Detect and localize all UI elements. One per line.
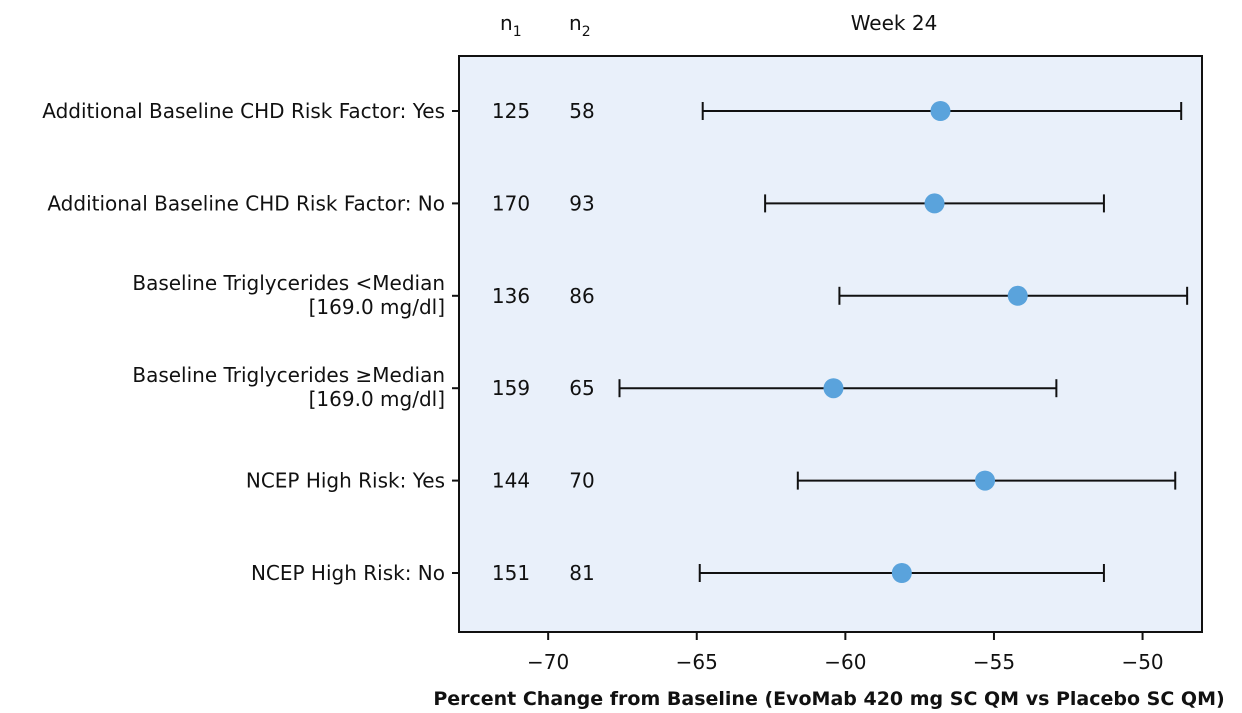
- forest-row: NCEP High Risk: No 151 81: [251, 561, 1105, 585]
- row-label: Additional Baseline CHD Risk Factor: Yes: [42, 99, 445, 123]
- row-label: Additional Baseline CHD Risk Factor: No: [47, 191, 445, 215]
- point-estimate: [1007, 285, 1028, 306]
- forest-row: Additional Baseline CHD Risk Factor: Yes…: [42, 99, 1183, 123]
- n1-value: 125: [492, 99, 530, 123]
- n1-value: 136: [492, 284, 530, 308]
- x-axis-label: Percent Change from Baseline (EvoMab 420…: [433, 688, 1224, 710]
- x-tick-label: −50: [1121, 650, 1163, 674]
- row-label: [169.0 mg/dl]: [309, 387, 445, 411]
- x-tick-label: −60: [824, 650, 866, 674]
- rows-layer: Additional Baseline CHD Risk Factor: Yes…: [42, 99, 1189, 585]
- n1-header: n1: [500, 11, 522, 40]
- n2-header: n2: [569, 11, 591, 40]
- point-estimate: [823, 378, 844, 399]
- plot-panel: [458, 55, 1203, 633]
- forest-row: Baseline Triglycerides <Median[169.0 mg/…: [132, 271, 1189, 319]
- n1-value: 170: [492, 191, 530, 215]
- row-label: Baseline Triglycerides <Median: [132, 271, 445, 295]
- point-estimate: [930, 101, 951, 121]
- n2-value: 65: [569, 376, 594, 400]
- x-axis: −70 −65 −60 −55 −50: [527, 632, 1164, 674]
- panel-title: Week 24: [851, 11, 938, 35]
- x-tick-label: −55: [973, 650, 1015, 674]
- n2-value: 70: [569, 469, 594, 493]
- forest-row: Baseline Triglycerides ≥Median[169.0 mg/…: [132, 363, 1058, 411]
- x-tick-label: −65: [676, 650, 718, 674]
- point-estimate: [924, 193, 945, 214]
- n2-value: 81: [569, 561, 594, 585]
- row-label: NCEP High Risk: Yes: [246, 469, 445, 493]
- point-estimate: [891, 563, 912, 583]
- forest-row: Additional Baseline CHD Risk Factor: No 1…: [47, 191, 1105, 215]
- n1-value: 159: [492, 376, 530, 400]
- n2-value: 86: [569, 284, 594, 308]
- row-label: [169.0 mg/dl]: [309, 295, 445, 319]
- point-estimate: [975, 470, 996, 491]
- row-label: NCEP High Risk: No: [251, 561, 445, 585]
- forest-row: NCEP High Risk: Yes 144 70: [246, 469, 1177, 493]
- n1-value: 151: [492, 561, 530, 585]
- n2-value: 58: [569, 99, 594, 123]
- row-label: Baseline Triglycerides ≥Median: [132, 363, 445, 387]
- n2-value: 93: [569, 191, 594, 215]
- n1-value: 144: [492, 469, 530, 493]
- x-tick-label: −70: [527, 650, 569, 674]
